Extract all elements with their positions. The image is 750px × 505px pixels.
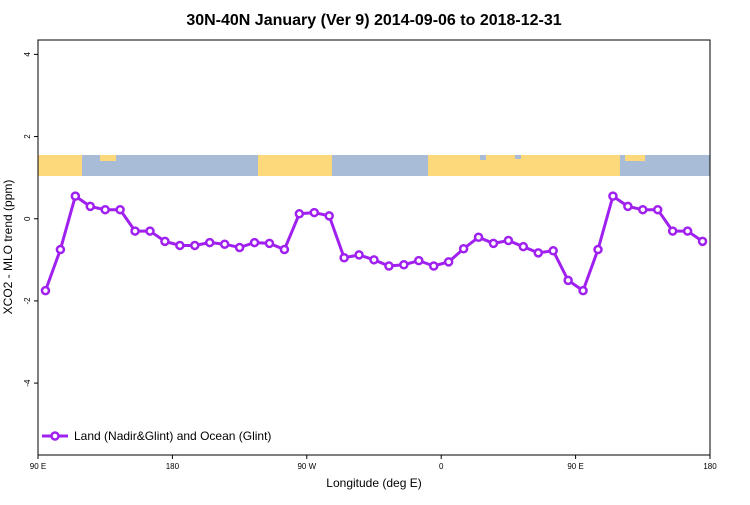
y-axis-label: XCO2 - MLO trend (ppm) [1, 180, 15, 315]
point [593, 244, 603, 255]
point [443, 257, 454, 267]
point [428, 261, 439, 271]
point [638, 204, 648, 215]
point [219, 239, 230, 249]
map-strip [38, 155, 710, 176]
point [175, 240, 185, 251]
x-tick-label: 90 E [30, 462, 46, 471]
point [399, 260, 409, 270]
point [608, 191, 618, 201]
x-tick-label: 90 E [567, 462, 583, 471]
point [324, 211, 334, 221]
point [279, 244, 290, 255]
point [160, 236, 170, 247]
x-tick-label: 0 [439, 462, 444, 471]
point [190, 240, 200, 251]
point [697, 236, 708, 247]
point [339, 253, 349, 263]
point [682, 226, 693, 236]
point [264, 238, 275, 249]
x-axis-label: Longitude (deg E) [326, 476, 421, 490]
point [563, 275, 573, 286]
point [503, 235, 514, 246]
point [652, 204, 663, 215]
point [145, 226, 155, 236]
legend-marker [50, 431, 60, 441]
point [85, 201, 96, 212]
point [578, 285, 588, 296]
point [667, 226, 678, 236]
x-tick-label: 180 [166, 462, 180, 471]
point [458, 243, 469, 254]
point [115, 204, 125, 215]
point [40, 285, 51, 296]
point [518, 241, 529, 252]
point [309, 207, 320, 218]
point [55, 244, 66, 255]
point [234, 242, 245, 253]
legend-label: Land (Nadir&Glint) and Ocean (Glint) [74, 429, 271, 443]
point [294, 209, 305, 219]
point [414, 255, 424, 266]
point [249, 237, 260, 248]
point [130, 226, 140, 236]
y-tick-label: -4 [23, 379, 32, 387]
y-tick-label: -2 [23, 297, 32, 305]
point [384, 261, 394, 271]
x-tick-label: 90 W [297, 462, 316, 471]
series-line [44, 193, 704, 293]
point [70, 191, 81, 201]
point [473, 232, 484, 242]
chart-title: 30N-40N January (Ver 9) 2014-09-06 to 20… [186, 12, 561, 29]
point [100, 204, 110, 215]
point [369, 255, 379, 265]
point [533, 248, 544, 258]
point [354, 250, 364, 260]
x-tick-label: 180 [703, 462, 717, 471]
point [548, 246, 558, 256]
y-tick-label: 4 [23, 52, 32, 57]
plot-frame [37, 39, 711, 456]
point [623, 201, 633, 212]
point [488, 238, 499, 249]
y-tick-label: 2 [23, 134, 32, 139]
y-tick-label: 0 [23, 216, 32, 221]
point [204, 237, 215, 248]
